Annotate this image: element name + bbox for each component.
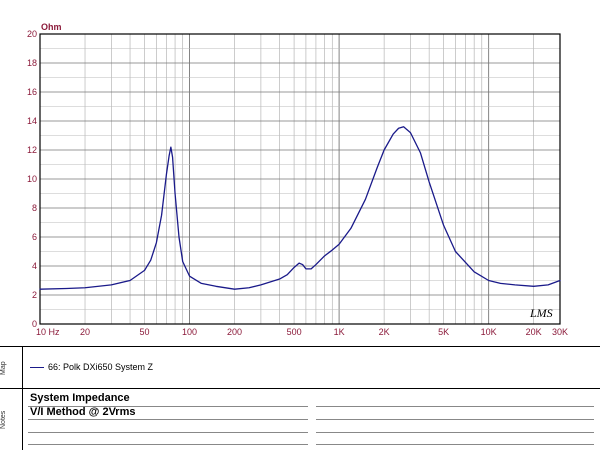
note-rule	[316, 432, 594, 433]
y-tick-label: 14	[27, 116, 37, 126]
y-tick-label: 20	[27, 29, 37, 39]
x-tick-label: 2K	[379, 327, 390, 337]
x-tick-label: 30K	[552, 327, 568, 337]
y-tick-label: 10	[27, 174, 37, 184]
y-tick-label: 18	[27, 58, 37, 68]
map-label: Map	[0, 361, 7, 375]
x-tick-label: 10 Hz	[36, 327, 60, 337]
y-tick-label: 6	[32, 232, 37, 242]
y-tick-label: 0	[32, 319, 37, 329]
lms-watermark: LMS	[529, 306, 553, 320]
x-tick-label: 10K	[481, 327, 497, 337]
bottom-panel: Map 66: Polk DXi650 System Z Notes Syste…	[0, 346, 600, 450]
panel-mid-rule	[0, 388, 600, 389]
notes-label: Notes	[0, 410, 7, 430]
note-rule	[28, 406, 308, 407]
y-tick-label: 12	[27, 145, 37, 155]
note-rule	[316, 406, 594, 407]
panel-top-rule	[0, 346, 600, 347]
x-tick-label: 20K	[526, 327, 542, 337]
legend-swatch	[30, 366, 44, 368]
y-tick-label: 8	[32, 203, 37, 213]
x-tick-label: 1K	[334, 327, 345, 337]
x-tick-label: 500	[287, 327, 302, 337]
x-tick-label: 5K	[438, 327, 449, 337]
note-rule	[316, 419, 594, 420]
note-rule	[28, 444, 308, 445]
series-layer	[39, 126, 561, 290]
x-tick-label: 20	[80, 327, 90, 337]
note-rule	[28, 419, 308, 420]
plot-frame	[39, 33, 561, 325]
x-tick-label: 200	[227, 327, 242, 337]
y-tick-label: 4	[32, 261, 37, 271]
note-rule	[28, 432, 308, 433]
legend-entry: 66: Polk DXi650 System Z	[30, 362, 153, 372]
note-line-2: V/I Method @ 2Vrms	[30, 406, 136, 418]
legend-label: 66: Polk DXi650 System Z	[48, 362, 154, 372]
note-line-1: System Impedance	[30, 392, 130, 404]
x-tick-label: 50	[140, 327, 150, 337]
impedance-series-line	[39, 126, 561, 290]
impedance-chart: 10 Hz 20 50 100 200 500 1K 2K 5K 10K 20K 30K 0 2 4 6 8 10…	[27, 22, 568, 337]
y-tick-label: 16	[27, 87, 37, 97]
y-tick-label: 2	[32, 290, 37, 300]
x-tick-label: 100	[182, 327, 197, 337]
y-axis-label: Ohm	[41, 22, 62, 32]
grid	[40, 34, 560, 324]
axis-ticks: 10 Hz 20 50 100 200 500 1K 2K 5K 10K 20K 30K 0 2 4 6 8 10…	[27, 29, 568, 337]
side-divider	[22, 346, 23, 450]
note-rule	[316, 444, 594, 445]
